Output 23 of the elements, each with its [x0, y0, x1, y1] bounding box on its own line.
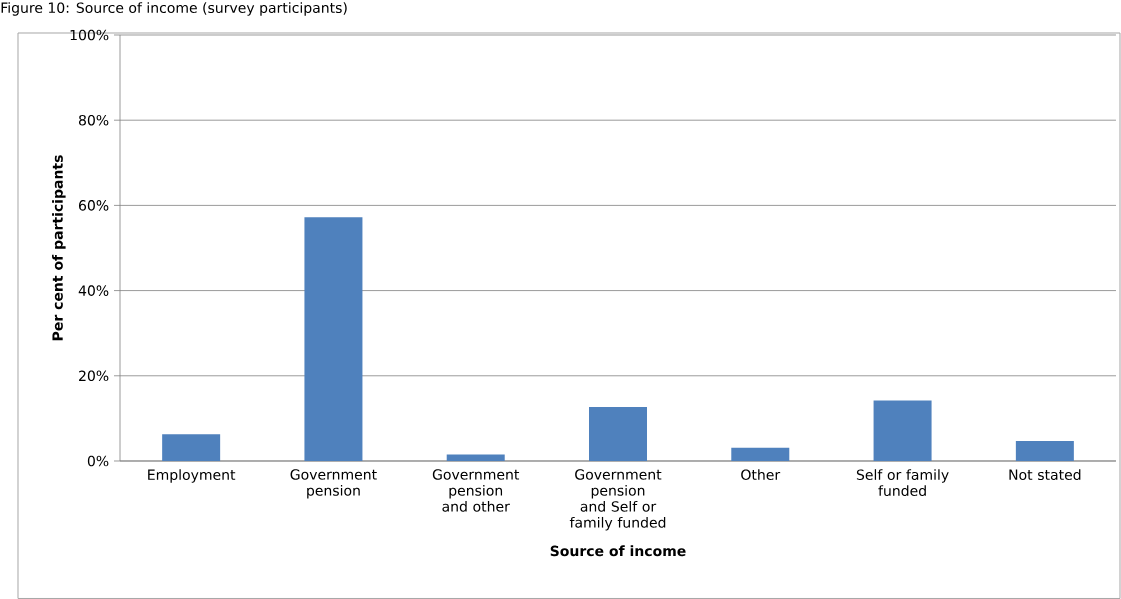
x-tick-label: Government pension and Self or family funded	[569, 469, 666, 531]
x-axis-title: Source of income	[550, 545, 686, 557]
y-axis-title: Per cent of participants	[52, 155, 66, 341]
y-tick-label: 60%	[79, 200, 109, 211]
x-tick-label: Not stated	[1009, 469, 1081, 481]
x-tick-label: Self or family funded	[856, 469, 949, 497]
bar	[731, 447, 790, 461]
y-tick-label: 40%	[78, 285, 109, 296]
y-tick-label: 80%	[78, 114, 109, 126]
bar	[162, 434, 221, 461]
x-tick-label: Government pension and other	[432, 469, 520, 512]
y-tick-label: 0%	[87, 455, 109, 467]
bar	[589, 406, 648, 461]
chart-title: Figure 10: Source of income (survey participants)	[1, 2, 347, 16]
y-tick-label: 20%	[79, 370, 109, 382]
bar	[1015, 440, 1074, 461]
x-tick-label: Government pension	[290, 469, 377, 499]
bar	[304, 217, 363, 461]
bar	[873, 400, 932, 461]
x-tick-label: Other	[741, 469, 781, 481]
x-tick-label: Employment	[148, 469, 236, 483]
y-tick-label: 100%	[70, 29, 109, 41]
bar	[446, 454, 505, 461]
